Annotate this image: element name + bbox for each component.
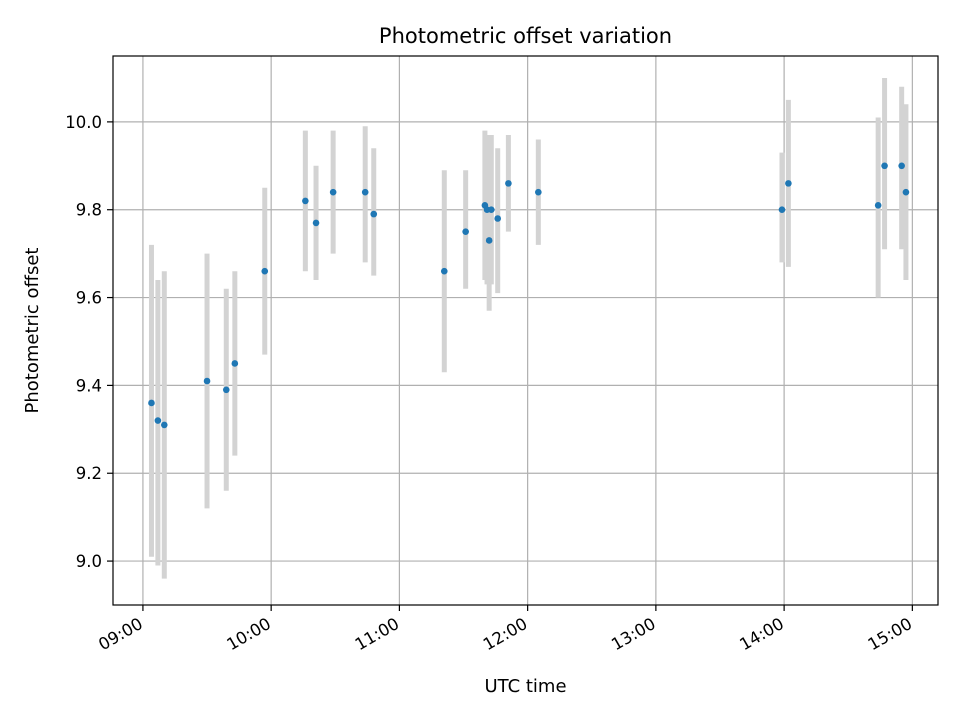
data-point [440,267,448,275]
data-point [329,188,337,196]
data-point [203,377,211,385]
data-point [261,267,269,275]
data-point [874,202,882,209]
data-point [535,188,542,196]
data-point [488,206,495,214]
y-tick-label: 9.8 [76,201,102,220]
x-axis-title: UTC time [484,676,566,697]
data-point [361,188,369,196]
y-tick-label: 10.0 [65,113,102,132]
y-tick-label: 9.6 [76,289,102,308]
data-point [898,162,905,170]
data-point [902,188,910,196]
data-point [222,386,230,394]
y-tick-label: 9.4 [76,376,102,395]
grid [113,56,938,605]
y-tick-label: 9.0 [76,552,102,571]
data-point [370,210,378,218]
data-point [312,219,320,227]
data-point [462,228,469,235]
y-axis-title: Photometric offset [22,248,43,414]
data-points [148,162,910,429]
data-point [785,180,792,187]
data-point [778,206,786,214]
data-point [881,162,888,170]
data-point [505,180,512,187]
data-point [302,197,309,205]
data-point [154,417,162,424]
y-axis-ticks: 9.0 9.2 9.4 9.6 9.8 10.0 [65,113,113,571]
data-point [231,360,239,367]
data-point [160,421,168,429]
chart-title: Photometric offset variation [379,24,672,48]
y-tick-label: 9.2 [76,464,102,483]
plot-frame [112,55,939,606]
data-point [494,215,502,222]
data-point [485,237,493,244]
data-point [148,399,155,407]
